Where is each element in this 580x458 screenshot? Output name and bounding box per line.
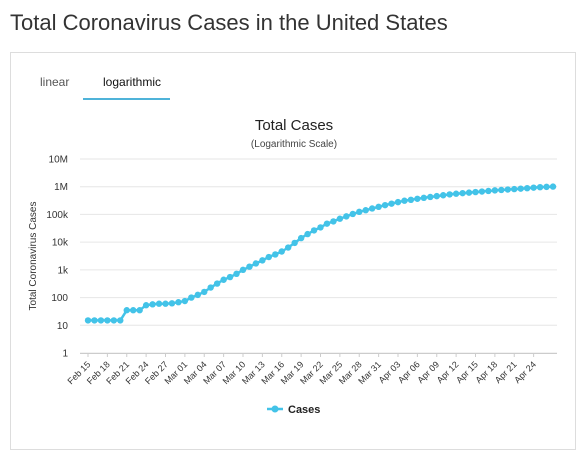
data-point <box>226 273 234 281</box>
data-point <box>523 184 531 192</box>
data-point <box>142 302 150 309</box>
data-point <box>104 317 111 324</box>
y-tick-label: 100k <box>46 210 69 221</box>
data-point <box>498 186 505 194</box>
data-point <box>349 210 356 218</box>
data-point <box>336 215 344 222</box>
data-point <box>459 189 466 197</box>
data-point <box>188 294 195 301</box>
scale-tabs: linear logarithmic <box>11 53 575 101</box>
data-point <box>297 234 305 242</box>
chart-title: Total Cases <box>255 117 333 134</box>
data-point <box>375 203 382 211</box>
data-point <box>472 188 479 196</box>
y-tick-label: 1 <box>62 349 68 360</box>
page-title: Total Coronavirus Cases in the United St… <box>10 10 448 35</box>
data-point <box>272 251 279 258</box>
data-point <box>465 189 473 196</box>
data-point <box>381 201 389 209</box>
data-point <box>110 317 118 324</box>
data-point <box>136 307 143 314</box>
y-tick-label: 1M <box>54 182 68 193</box>
x-tick-label: Apr 24 <box>512 359 538 385</box>
y-tick-label: 1k <box>57 265 69 276</box>
data-point <box>259 257 266 264</box>
legend-marker <box>271 405 279 413</box>
data-point <box>394 198 402 206</box>
data-point <box>414 195 421 202</box>
data-point <box>84 317 92 324</box>
data-point <box>130 307 137 314</box>
data-point <box>485 187 492 195</box>
data-point <box>220 276 227 283</box>
data-point <box>446 191 453 198</box>
data-point <box>491 187 499 194</box>
y-tick-label: 10M <box>49 155 68 166</box>
active-tab-indicator <box>83 98 170 100</box>
data-point <box>123 307 130 314</box>
tab-logarithmic[interactable]: logarithmic <box>103 75 162 89</box>
data-point <box>368 205 376 212</box>
data-point <box>388 200 395 207</box>
data-point <box>278 248 285 255</box>
data-point <box>504 186 511 193</box>
data-point <box>168 300 176 307</box>
data-point <box>207 284 214 291</box>
data-point <box>291 239 298 247</box>
tab-linear[interactable]: linear <box>40 75 70 89</box>
data-point <box>362 207 369 214</box>
data-point <box>401 197 408 204</box>
data-point <box>407 196 415 204</box>
data-point <box>239 266 247 274</box>
legend-label: Cases <box>288 404 320 416</box>
data-point <box>252 260 260 267</box>
data-point <box>304 230 311 238</box>
data-point <box>162 300 169 307</box>
data-point <box>517 185 524 192</box>
data-point <box>317 224 324 231</box>
data-point <box>97 317 105 324</box>
data-point <box>452 190 460 197</box>
data-point <box>343 213 350 220</box>
data-point <box>175 299 182 306</box>
data-point <box>117 317 124 324</box>
chart: Total Cases (Logarithmic Scale) 1 10 100 1k 10… <box>28 117 557 416</box>
y-tick-label: 10k <box>52 238 69 249</box>
chart-card: linear logarithmic Total Cases (Logarithm… <box>10 52 576 450</box>
data-point <box>420 194 428 202</box>
data-point <box>155 300 163 307</box>
data-point <box>440 192 447 199</box>
data-point <box>213 280 221 287</box>
data-point <box>536 183 544 191</box>
y-tick-label: 10 <box>57 321 69 332</box>
data-point <box>511 185 518 193</box>
data-point <box>310 227 318 234</box>
data-point <box>201 288 208 296</box>
data-point <box>194 291 201 299</box>
data-point <box>543 183 550 191</box>
data-point <box>91 317 98 324</box>
y-axis-label: Total Coronavirus Cases <box>28 202 39 311</box>
series-line-cases <box>88 185 554 322</box>
chart-subtitle: (Logarithmic Scale) <box>251 139 337 150</box>
data-point <box>549 183 557 190</box>
data-point <box>181 297 189 305</box>
y-tick-label: 100 <box>51 293 68 304</box>
data-point <box>285 244 292 251</box>
data-point <box>149 301 156 308</box>
data-point <box>233 270 240 278</box>
data-point <box>427 193 434 201</box>
data-point <box>356 208 363 216</box>
data-point <box>330 218 337 225</box>
data-point <box>323 220 331 227</box>
data-point <box>433 192 440 200</box>
data-point <box>265 253 273 261</box>
data-point <box>530 184 537 191</box>
data-point <box>478 188 486 195</box>
data-point <box>246 263 253 270</box>
